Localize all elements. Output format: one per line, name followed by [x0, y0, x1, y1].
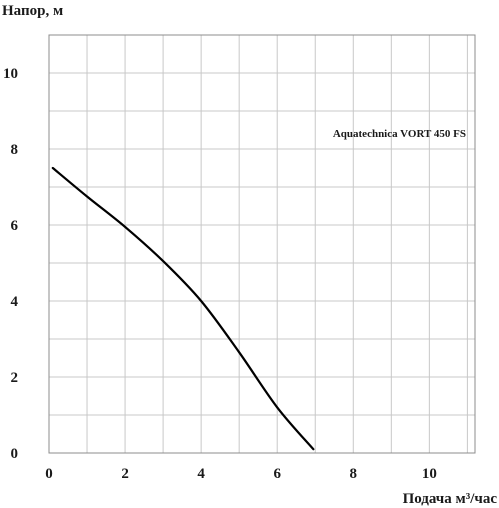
grid-lines	[49, 35, 475, 453]
y-tick-labels: 0 2 4 6 8 10	[3, 66, 19, 462]
y-tick-label: 2	[11, 370, 19, 386]
plot-frame	[48, 34, 476, 454]
x-tick-label: 0	[45, 466, 53, 482]
x-tick-labels: 0 2 4 6 8 10	[45, 466, 437, 482]
x-axis-title: Подача м³/час	[403, 491, 498, 507]
y-axis-title: Напор, м	[2, 3, 63, 19]
x-tick-label: 2	[121, 466, 129, 482]
y-tick-label: 8	[11, 142, 19, 158]
series-lines	[51, 166, 315, 451]
series-labels: Aquatechnica VORT 450 FS	[333, 128, 466, 140]
x-tick-label: 6	[273, 466, 281, 482]
series-label: Aquatechnica VORT 450 FS	[333, 128, 466, 140]
y-tick-label: 10	[3, 66, 18, 82]
x-tick-label: 8	[350, 466, 358, 482]
series-line	[51, 166, 315, 451]
x-tick-label: 4	[197, 466, 205, 482]
x-tick-label: 10	[422, 466, 437, 482]
y-tick-label: 4	[11, 294, 19, 310]
y-tick-label: 6	[11, 218, 19, 234]
y-tick-label: 0	[11, 446, 19, 462]
